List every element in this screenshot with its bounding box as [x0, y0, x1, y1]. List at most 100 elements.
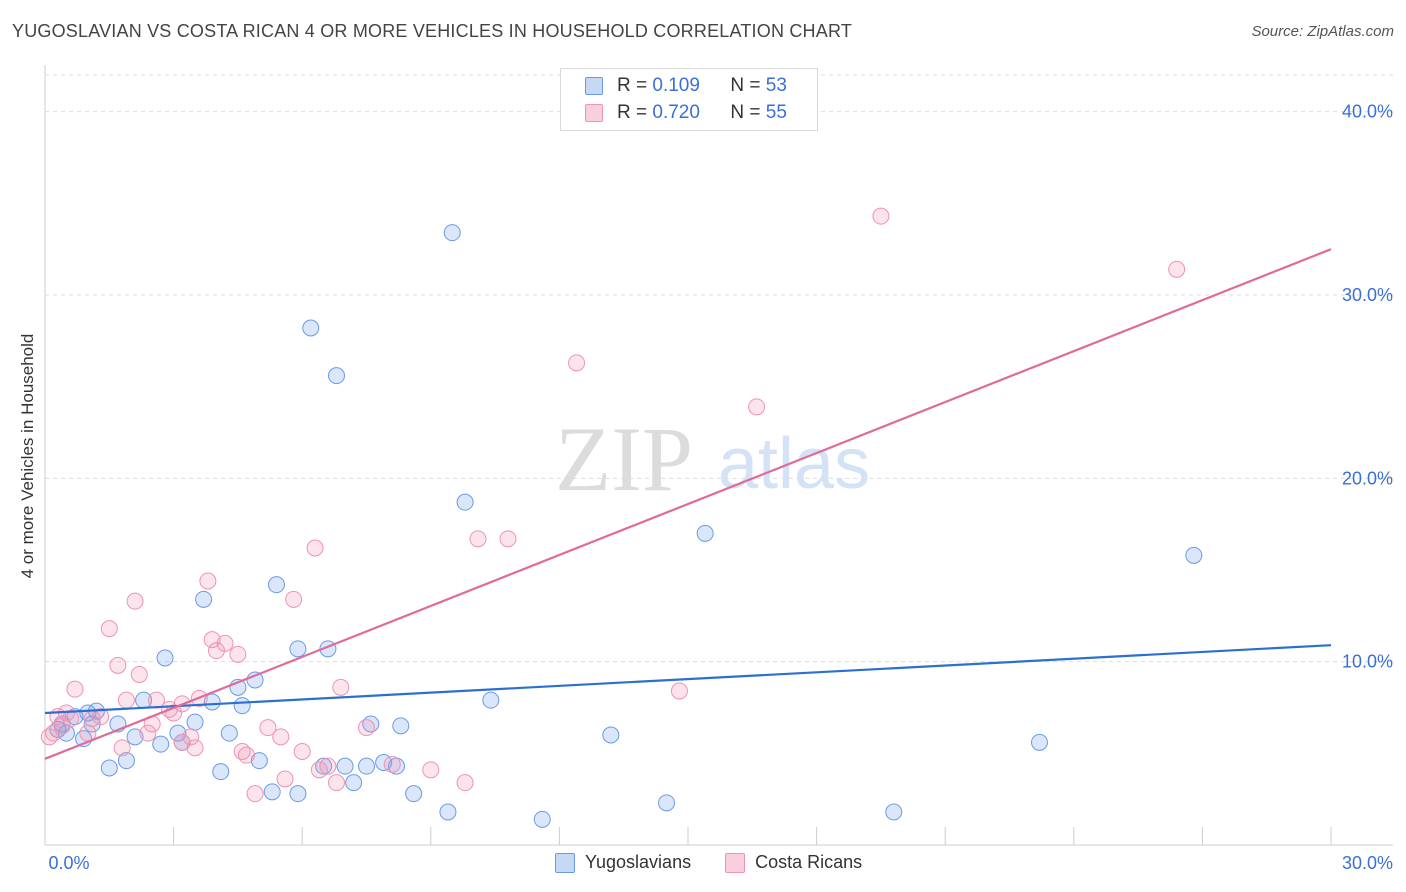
- data-point: [246, 785, 264, 803]
- data-point: [358, 757, 375, 775]
- data-point: [469, 530, 487, 548]
- data-point: [1168, 260, 1186, 278]
- data-point: [100, 759, 118, 777]
- legend-swatch-pink: [585, 104, 603, 122]
- data-point: [272, 728, 290, 746]
- data-point: [1031, 733, 1049, 751]
- data-point: [345, 774, 363, 792]
- data-point: [276, 770, 294, 788]
- data-point: [40, 728, 58, 746]
- tick-labels: 10.0% 20.0% 30.0% 40.0% 0.0% 30.0%: [48, 102, 1393, 873]
- series-legend-costa-ricans[interactable]: Costa Ricans: [725, 852, 862, 873]
- data-point: [1185, 546, 1203, 564]
- y-tick-label: 30.0%: [1342, 285, 1393, 305]
- data-point: [388, 757, 406, 775]
- data-point: [100, 620, 118, 638]
- data-point: [285, 590, 303, 608]
- y-tick-label: 20.0%: [1342, 468, 1393, 488]
- data-point: [670, 682, 688, 700]
- data-point: [199, 572, 217, 590]
- data-point: [220, 724, 238, 742]
- data-point: [327, 367, 345, 385]
- data-point: [117, 752, 135, 770]
- trend-line-costa-ricans: [44, 248, 1332, 760]
- watermark: ZIP atlas: [555, 408, 870, 510]
- data-point: [267, 576, 285, 594]
- data-point: [182, 728, 200, 746]
- data-point: [336, 757, 354, 775]
- x-tick-label: 0.0%: [48, 853, 89, 873]
- data-point: [289, 785, 307, 803]
- watermark-atlas: atlas: [718, 424, 870, 504]
- data-point: [66, 680, 84, 698]
- data-point: [173, 733, 191, 751]
- grid-lines: [45, 74, 1393, 663]
- series-legend: Yugoslavians Costa Ricans: [555, 852, 896, 873]
- data-point: [293, 743, 311, 760]
- data-point: [139, 724, 157, 742]
- data-points: [40, 207, 1203, 828]
- x-tick-label: 30.0%: [1342, 853, 1393, 873]
- y-axis-title: 4 or more Vehicles in Household: [18, 333, 37, 579]
- data-point: [229, 645, 247, 663]
- data-point: [109, 656, 127, 674]
- data-point: [439, 803, 457, 821]
- data-point: [748, 398, 766, 416]
- legend-r-label: R =: [617, 102, 653, 123]
- chart-title: YUGOSLAVIAN VS COSTA RICAN 4 OR MORE VEH…: [12, 21, 853, 41]
- data-point: [568, 354, 586, 372]
- watermark-zip: ZIP: [555, 408, 693, 510]
- data-point: [602, 726, 620, 744]
- data-point: [126, 728, 144, 746]
- legend-r-value: 0.109: [652, 75, 700, 96]
- series-swatch-pink: [725, 852, 746, 873]
- data-point: [212, 763, 230, 781]
- data-point: [332, 678, 350, 696]
- y-tick-label: 40.0%: [1342, 102, 1393, 122]
- data-point: [456, 493, 474, 511]
- data-point: [169, 724, 187, 742]
- series-legend-yugoslavians[interactable]: Yugoslavians: [555, 852, 691, 873]
- series-label: Costa Ricans: [755, 852, 863, 872]
- series-yugoslavians: [49, 224, 1203, 828]
- data-point: [117, 691, 135, 709]
- legend-swatch-blue: [585, 77, 603, 95]
- legend-n-value: 55: [765, 102, 787, 123]
- data-point: [533, 810, 551, 828]
- data-point: [250, 752, 268, 770]
- data-point: [186, 739, 204, 757]
- data-point: [392, 717, 410, 735]
- data-point: [872, 207, 890, 225]
- data-point: [658, 794, 676, 812]
- data-point: [696, 524, 714, 542]
- data-point: [443, 224, 461, 242]
- chart-source: Source: ZipAtlas.com: [1251, 23, 1394, 40]
- data-point: [113, 739, 131, 757]
- data-point: [482, 691, 500, 709]
- data-point: [259, 719, 277, 737]
- legend-n-label: N =: [730, 102, 766, 123]
- data-point: [306, 539, 324, 557]
- data-point: [885, 803, 903, 821]
- data-point: [203, 693, 221, 711]
- trend-line-yugoslavians: [44, 644, 1332, 715]
- legend-row-yugoslavians: R = 0.109 N = 53: [585, 74, 787, 98]
- legend-n-label: N =: [730, 75, 766, 96]
- series-costa-ricans: [40, 207, 1186, 803]
- data-point: [186, 713, 204, 731]
- data-point: [130, 666, 148, 683]
- data-point: [92, 708, 110, 726]
- data-point: [207, 642, 225, 660]
- data-point: [126, 592, 144, 610]
- data-point: [83, 710, 101, 727]
- trend-lines: [44, 248, 1332, 760]
- data-point: [310, 761, 328, 779]
- y-tick-label: 10.0%: [1342, 652, 1393, 672]
- data-point: [358, 719, 375, 737]
- legend-r-value: 0.720: [652, 102, 700, 123]
- data-point: [152, 735, 170, 753]
- data-point: [319, 757, 337, 775]
- legend-n-value: 53: [765, 75, 787, 96]
- data-point: [405, 785, 423, 803]
